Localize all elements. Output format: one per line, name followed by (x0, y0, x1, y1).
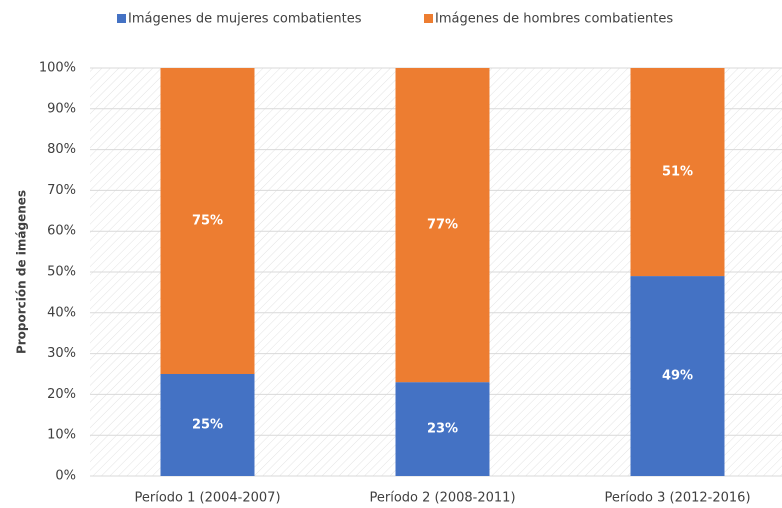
legend-swatch (117, 14, 126, 23)
bar-segment (160, 68, 255, 374)
y-tick-label: 90% (47, 101, 76, 116)
data-label: 25% (192, 418, 223, 433)
y-tick-label: 0% (55, 469, 76, 484)
legend-swatch (424, 14, 433, 23)
bar-segment (630, 276, 725, 476)
y-tick-label: 20% (47, 387, 76, 402)
bar-segment (395, 68, 490, 383)
x-tick-label: Período 1 (2004-2007) (134, 491, 280, 506)
y-tick-label: 10% (47, 428, 76, 443)
y-tick-label: 60% (47, 224, 76, 239)
bar-segment (160, 374, 255, 476)
bar-segment (630, 68, 725, 277)
y-tick-label: 30% (47, 346, 76, 361)
x-tick-label: Período 2 (2008-2011) (369, 491, 515, 506)
data-label: 49% (662, 369, 693, 384)
legend-label: Imágenes de mujeres combatientes (128, 12, 362, 27)
y-tick-label: 70% (47, 183, 76, 198)
data-label: 51% (662, 165, 693, 180)
data-label: 77% (427, 218, 458, 233)
data-label: 75% (192, 214, 223, 229)
y-axis-label: Proporción de imágenes (15, 190, 29, 354)
data-label: 23% (427, 422, 458, 437)
y-tick-label: 40% (47, 305, 76, 320)
legend-label: Imágenes de hombres combatientes (435, 12, 673, 27)
bar-segment (395, 382, 490, 476)
y-tick-label: 50% (47, 265, 76, 280)
x-tick-label: Período 3 (2012-2016) (604, 491, 750, 506)
y-tick-label: 80% (47, 142, 76, 157)
y-tick-label: 100% (39, 61, 76, 76)
